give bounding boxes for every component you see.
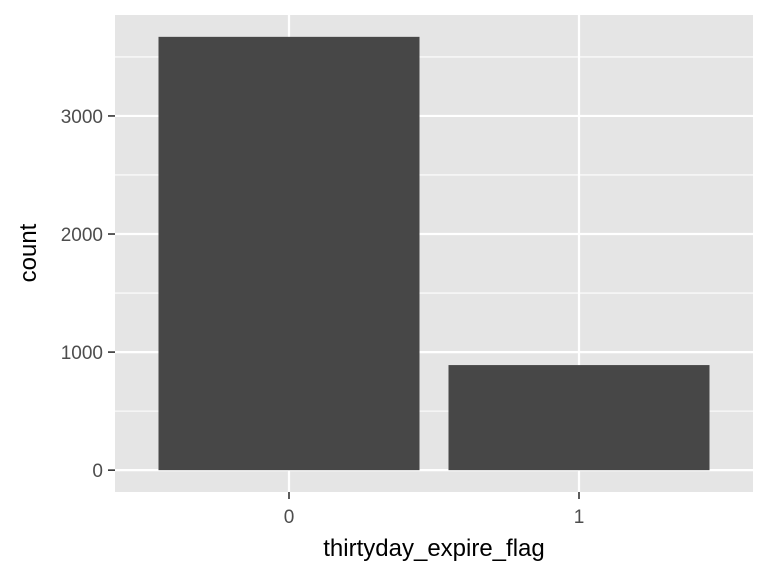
y-tick-label: 1000 — [61, 343, 103, 364]
axes: 0 1000 2000 3000 0 1 — [61, 107, 585, 528]
x-tick-label: 0 — [284, 507, 295, 528]
y-tick-label: 3000 — [61, 107, 103, 128]
x-tick-label: 1 — [574, 507, 585, 528]
y-tick-label: 2000 — [61, 225, 103, 246]
bar-0 — [158, 36, 420, 471]
bars — [158, 36, 710, 471]
y-tick-label: 0 — [92, 461, 103, 482]
x-axis-title: thirtyday_expire_flag — [323, 535, 544, 562]
y-axis-title: count — [15, 223, 42, 282]
bar-1 — [448, 365, 710, 471]
